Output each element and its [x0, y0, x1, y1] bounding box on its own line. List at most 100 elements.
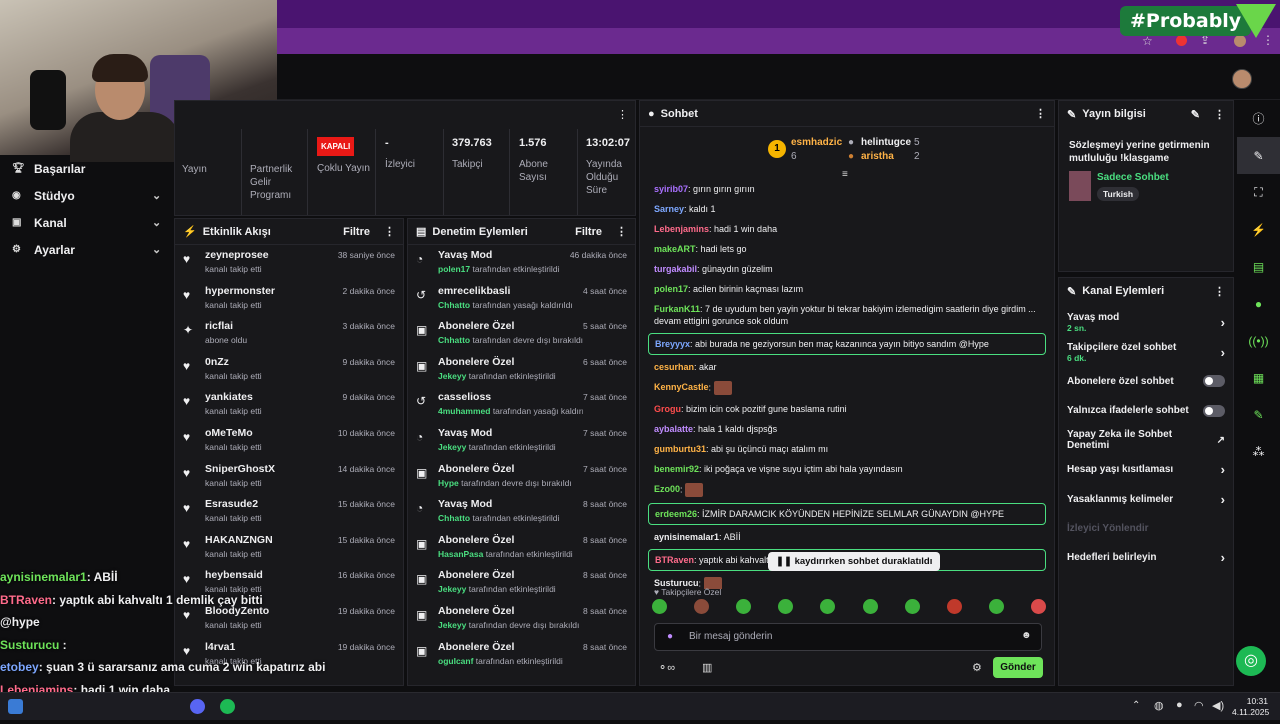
bookmark-star-icon[interactable]: ☆ [1142, 34, 1153, 48]
emoji-icon[interactable]: ☻ [1021, 630, 1032, 641]
more-options-icon[interactable]: ⋮ [384, 226, 395, 238]
moderation-item[interactable]: ▣ Abonelere Özel Jekeyy tarafından etkinle… [408, 352, 635, 388]
filter-button[interactable]: Filtre [575, 225, 602, 238]
moderation-item[interactable]: ◔ Yavaş Mod polen17 tarafından etkinleştir… [408, 245, 635, 281]
chat-username[interactable]: Lebenjamins [654, 224, 710, 234]
chat-username[interactable]: makeART [654, 244, 696, 254]
chat-username[interactable]: syirib07 [654, 184, 689, 194]
chat-username[interactable]: Susturucu [654, 578, 699, 589]
volume-icon[interactable]: ◀) [1212, 700, 1225, 712]
edit-pencil-icon[interactable]: ✎ [1237, 137, 1280, 174]
mic-icon[interactable]: ● [667, 631, 674, 642]
chat-message[interactable]: turgakabil: günaydın güzelim [654, 264, 773, 274]
activity-item[interactable]: ♥ BloodyZento kanalı takip etti 19 dakika ö… [175, 601, 403, 637]
top-chatter-name[interactable]: esmhadzic [791, 137, 843, 148]
sidebar-item-channel[interactable]: ▣ Kanal ⌄ [0, 209, 172, 236]
sidebar-item-studio[interactable]: ◉ Stüdyo ⌄ [0, 182, 172, 209]
channel-action-item[interactable]: Hedefleri belirleyin › [1067, 550, 1225, 566]
fullscreen-icon[interactable]: ⛶ [1254, 185, 1263, 199]
chat-username[interactable]: Grogu [654, 404, 681, 414]
activity-item[interactable]: ♥ yankiates kanalı takip etti 9 dakika önce [175, 387, 403, 423]
chevron-up-icon[interactable]: ⌃ [1132, 700, 1141, 711]
channel-action-item[interactable]: Yavaş mod 2 sn. › [1067, 312, 1225, 334]
chat-message[interactable]: syirib07: gırın gırın gırıın [654, 184, 755, 194]
emote-icon[interactable] [988, 599, 1004, 614]
moderation-item[interactable]: ▣ Abonelere Özel HasanPasa tarafından etki… [408, 530, 635, 566]
moderation-item[interactable]: ◔ Yavaş Mod Chhatto tarafından etkinleştir… [408, 494, 635, 530]
wifi-icon[interactable]: ◠ [1194, 700, 1204, 712]
channel-action-item[interactable]: Abonelere özel sohbet [1059, 367, 1233, 396]
chat-username[interactable]: erdeem26 [655, 509, 698, 519]
chat-message[interactable]: KennyCastle: [648, 377, 1046, 399]
chat-bubble-icon[interactable]: ● [1254, 296, 1263, 311]
nodes-icon[interactable]: ⁂ [1252, 444, 1265, 459]
chat-username[interactable]: aybalatte [654, 424, 694, 434]
chat-username[interactable]: polen17 [654, 284, 689, 294]
chat-message[interactable]: cesurhan: akar [654, 362, 717, 372]
chat-username[interactable]: cesurhan [654, 362, 695, 372]
chat-message[interactable]: erdeem26: İZMİR DARAMCIK KÖYÜNDEN HEPİNİ… [648, 503, 1046, 525]
emote-icon[interactable] [946, 599, 962, 614]
chat-settings-gear-icon[interactable]: ⚙ [972, 662, 982, 674]
clock[interactable]: 10:31 4.11.2025 [1232, 696, 1270, 717]
top-chatter-name[interactable]: helintugce [861, 137, 912, 148]
chat-username[interactable]: Breyyyx [655, 339, 691, 349]
toggle-switch[interactable] [1203, 404, 1225, 417]
moderation-item[interactable]: ▣ Abonelere Özel oguIcanf tarafından etkin… [408, 637, 635, 673]
emote-icon[interactable] [904, 599, 920, 614]
chat-message[interactable]: benemir92: iki poğaça ve vişne suyu içti… [654, 464, 903, 474]
spotify-icon[interactable] [220, 699, 235, 714]
moderation-item[interactable]: ▣ Abonelere Özel Chhatto tarafından devre … [408, 316, 635, 352]
moderation-item[interactable]: ▣ Abonelere Özel Hype tarafından devre dış… [408, 459, 635, 495]
chat-username[interactable]: Sarney [654, 204, 685, 214]
emote-icon[interactable] [652, 599, 667, 614]
sidebar-item-settings[interactable]: ⚙ Ayarlar ⌄ [0, 236, 172, 263]
bolt-icon[interactable]: ⚡ [1251, 222, 1266, 237]
emote-icon[interactable] [694, 599, 710, 614]
emote-icon[interactable] [1030, 599, 1046, 614]
category-thumbnail[interactable] [1069, 171, 1091, 201]
chat-message[interactable]: aynisinemalar1: ABİİ [654, 532, 741, 542]
discord-icon[interactable] [190, 699, 205, 714]
moderation-item[interactable]: ↺ emrecelikbasli Chhatto tarafından yasağı… [408, 281, 635, 317]
activity-item[interactable]: ♥ heybensaid kanalı takip etti 16 dakika ön… [175, 565, 403, 601]
emote-icon[interactable] [736, 599, 752, 614]
broadcast-icon[interactable]: ((•)) [1248, 333, 1269, 348]
chat-username[interactable]: BTRaven [655, 555, 695, 565]
filter-button[interactable]: Filtre [343, 225, 370, 238]
store-icon[interactable]: ▥ [702, 662, 713, 674]
wrench-icon[interactable]: ✎ [1253, 407, 1264, 422]
edit-pencil-icon[interactable]: ✎ [1190, 108, 1200, 121]
emote-icon[interactable] [778, 599, 794, 614]
chat-username[interactable]: Ezo00 [654, 484, 681, 495]
activity-item[interactable]: ♥ 0nZz kanalı takip etti 9 dakika önce [175, 352, 403, 388]
activity-item[interactable]: ♥ l4rva1 kanalı takip etti 19 dakika önce [175, 637, 403, 673]
chat-username[interactable]: aynisinemalar1 [654, 532, 720, 542]
document-icon[interactable]: ▤ [1252, 259, 1265, 274]
network-icon[interactable]: ◍ [1154, 700, 1164, 712]
chat-username[interactable]: FurkanK11 [654, 304, 701, 314]
more-options-icon[interactable]: ⋮ [617, 109, 628, 121]
chat-message[interactable]: Susturucu: [648, 573, 1046, 589]
channel-action-item[interactable]: Yapay Zeka ile Sohbet Denetimi ↗ [1067, 429, 1225, 452]
moderation-item[interactable]: ▣ Abonelere Özel Jekeyy tarafından devre d… [408, 601, 635, 637]
chat-message[interactable]: polen17: acilen birinin kaçması lazım [654, 284, 804, 294]
sidebar-item-achievements[interactable]: 🏆︎ Başarılar [12, 161, 86, 176]
toggle-switch[interactable] [1203, 375, 1225, 388]
activity-item[interactable]: ♥ zeyneprosee kanalı takip etti 38 saniye ö… [175, 245, 403, 281]
activity-item[interactable]: ✦ ricflai abone oldu 3 dakika önce [175, 316, 403, 352]
tag-chip[interactable]: Turkish [1097, 187, 1140, 201]
more-options-icon[interactable]: ⋮ [1035, 108, 1046, 120]
mic-icon[interactable]: ● [1176, 699, 1183, 711]
chat-input[interactable]: ● Bir mesaj gönderin ☻ [654, 623, 1042, 651]
expand-icon[interactable]: ≡ [842, 169, 848, 180]
category-link[interactable]: Sadece Sohbet [1097, 172, 1169, 183]
activity-item[interactable]: ♥ Esrasude2 kanalı takip etti 15 dakika önc… [175, 494, 403, 530]
chat-message[interactable]: Ezo00: [648, 479, 1046, 501]
more-options-icon[interactable]: ⋮ [1214, 285, 1225, 298]
emote-icon[interactable] [862, 599, 878, 614]
dashboard-icon[interactable]: ▦ [1252, 370, 1265, 385]
channel-action-item[interactable]: Yasaklanmış kelimeler › [1067, 491, 1225, 507]
info-icon[interactable]: ⓘ [1252, 112, 1265, 126]
moderation-item[interactable]: ↺ casselioss 4muhammed tarafından yasağı k… [408, 387, 635, 423]
